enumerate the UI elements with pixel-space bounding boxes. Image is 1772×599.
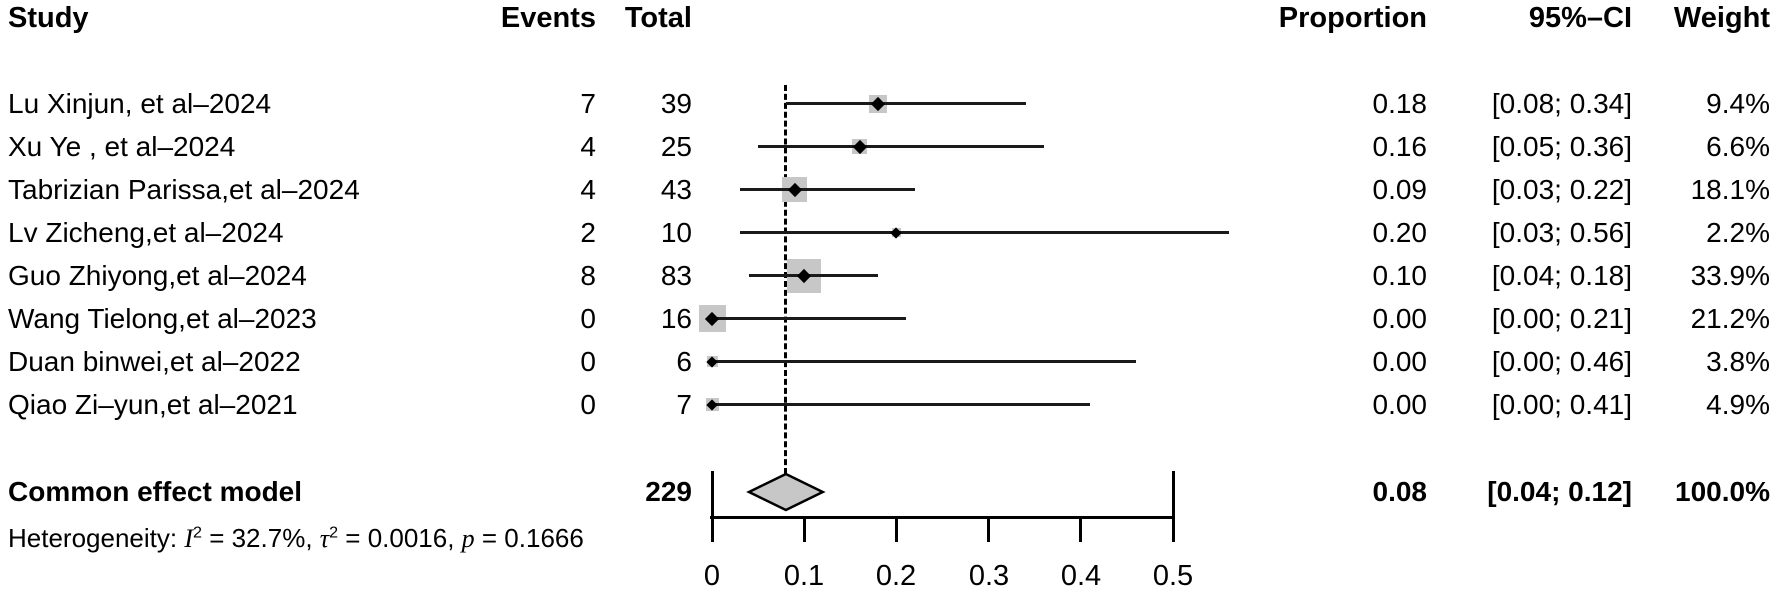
study-name: Qiao Zi–yun,et al–2021 xyxy=(8,389,298,420)
ci-line xyxy=(712,317,906,320)
forest-row: Lu Xinjun, et al–2024 7 39 0.18 [0.08; 0… xyxy=(0,82,1772,125)
x-axis-line xyxy=(710,516,1175,519)
x-axis-tick xyxy=(803,516,806,542)
events-value: 2 xyxy=(580,217,596,248)
study-name: Guo Zhiyong,et al–2024 xyxy=(8,260,307,291)
weight-value: 4.9% xyxy=(1706,389,1770,420)
study-name: Lv Zicheng,et al–2024 xyxy=(8,217,284,248)
total-value: 7 xyxy=(676,389,692,420)
proportion-value: 0.20 xyxy=(1372,217,1428,248)
proportion-value: 0.09 xyxy=(1372,174,1428,205)
ci-value: [0.04; 0.18] xyxy=(1491,260,1632,291)
summary-total-value: 229 xyxy=(645,476,692,507)
summary-ci-value: [0.04; 0.12] xyxy=(1487,476,1632,507)
events-value: 7 xyxy=(580,88,596,119)
column-header-events: Events xyxy=(500,2,596,34)
proportion-value: 0.18 xyxy=(1372,88,1428,119)
column-header-study: Study xyxy=(8,2,89,34)
events-value: 0 xyxy=(580,303,596,334)
proportion-value: 0.00 xyxy=(1372,389,1428,420)
summary-proportion-value: 0.08 xyxy=(1372,476,1428,507)
events-value: 4 xyxy=(580,174,596,205)
x-axis-tick-label: 0.4 xyxy=(1060,560,1102,592)
ci-line xyxy=(740,231,1229,234)
events-value: 8 xyxy=(580,260,596,291)
study-name: Xu Ye , et al–2024 xyxy=(8,131,236,162)
weight-value: 9.4% xyxy=(1706,88,1770,119)
ci-value: [0.03; 0.56] xyxy=(1491,217,1632,248)
total-value: 43 xyxy=(660,174,692,205)
summary-label: Common effect model xyxy=(8,476,303,507)
column-header-total: Total xyxy=(624,2,692,34)
summary-diamond xyxy=(746,472,826,512)
column-header-ci: 95%–CI xyxy=(1528,2,1632,34)
weight-value: 18.1% xyxy=(1690,174,1770,205)
ci-value: [0.03; 0.22] xyxy=(1491,174,1632,205)
study-name: Wang Tielong,et al–2023 xyxy=(8,303,317,334)
ci-value: [0.00; 0.41] xyxy=(1491,389,1632,420)
x-axis-tick-label: 0.5 xyxy=(1152,560,1194,592)
column-header-proportion: Proportion xyxy=(1278,2,1427,34)
weight-value: 3.8% xyxy=(1706,346,1770,377)
summary-row: Common effect model 229 0.08 [0.04; 0.12… xyxy=(0,470,1772,513)
proportion-value: 0.00 xyxy=(1372,346,1428,377)
x-axis-tick xyxy=(1079,516,1082,542)
ci-line xyxy=(786,102,1026,105)
forest-row: Xu Ye , et al–2024 4 25 0.16 [0.05; 0.36… xyxy=(0,125,1772,168)
proportion-value: 0.10 xyxy=(1372,260,1428,291)
column-header-weight: Weight xyxy=(1673,2,1770,34)
total-value: 10 xyxy=(660,217,692,248)
ci-value: [0.08; 0.34] xyxy=(1491,88,1632,119)
total-value: 39 xyxy=(660,88,692,119)
x-axis-tick xyxy=(711,471,714,542)
forest-row: Qiao Zi–yun,et al–2021 0 7 0.00 [0.00; 0… xyxy=(0,383,1772,426)
study-name: Lu Xinjun, et al–2024 xyxy=(8,88,272,119)
reference-line xyxy=(784,85,787,474)
forest-row: Duan binwei,et al–2022 0 6 0.00 [0.00; 0… xyxy=(0,340,1772,383)
column-header-row: Study Events Total Proportion 95%–CI Wei… xyxy=(0,0,1772,36)
forest-row: Wang Tielong,et al–2023 0 16 0.00 [0.00;… xyxy=(0,297,1772,340)
ci-line xyxy=(740,188,915,191)
x-axis-tick-label: 0 xyxy=(703,560,721,592)
proportion-value: 0.16 xyxy=(1372,131,1428,162)
study-name: Tabrizian Parissa,et al–2024 xyxy=(8,174,360,205)
weight-value: 21.2% xyxy=(1690,303,1770,334)
ci-line xyxy=(712,403,1090,406)
x-axis-tick xyxy=(895,516,898,542)
forest-row: Guo Zhiyong,et al–2024 8 83 0.10 [0.04; … xyxy=(0,254,1772,297)
events-value: 0 xyxy=(580,346,596,377)
x-axis-tick xyxy=(987,516,990,542)
study-name: Duan binwei,et al–2022 xyxy=(8,346,301,377)
ci-line xyxy=(758,145,1044,148)
weight-value: 33.9% xyxy=(1690,260,1770,291)
ci-value: [0.00; 0.21] xyxy=(1491,303,1632,334)
ci-value: [0.05; 0.36] xyxy=(1491,131,1632,162)
proportion-value: 0.00 xyxy=(1372,303,1428,334)
total-value: 16 xyxy=(660,303,692,334)
weight-value: 2.2% xyxy=(1706,217,1770,248)
forest-row: Tabrizian Parissa,et al–2024 4 43 0.09 [… xyxy=(0,168,1772,211)
x-axis-tick-label: 0.1 xyxy=(783,560,825,592)
weight-value: 6.6% xyxy=(1706,131,1770,162)
summary-weight-value: 100.0% xyxy=(1675,476,1770,507)
ci-line xyxy=(712,360,1136,363)
ci-value: [0.00; 0.46] xyxy=(1491,346,1632,377)
total-value: 6 xyxy=(676,346,692,377)
x-axis-tick-label: 0.2 xyxy=(875,560,917,592)
total-value: 83 xyxy=(660,260,692,291)
events-value: 0 xyxy=(580,389,596,420)
x-axis-tick-label: 0.3 xyxy=(968,560,1010,592)
events-value: 4 xyxy=(580,131,596,162)
heterogeneity-text: Heterogeneity: I2 = 32.7%, τ2 = 0.0016, … xyxy=(8,523,584,553)
x-axis-tick xyxy=(1172,471,1175,542)
ci-line xyxy=(749,274,878,277)
forest-row: Lv Zicheng,et al–2024 2 10 0.20 [0.03; 0… xyxy=(0,211,1772,254)
total-value: 25 xyxy=(660,131,692,162)
